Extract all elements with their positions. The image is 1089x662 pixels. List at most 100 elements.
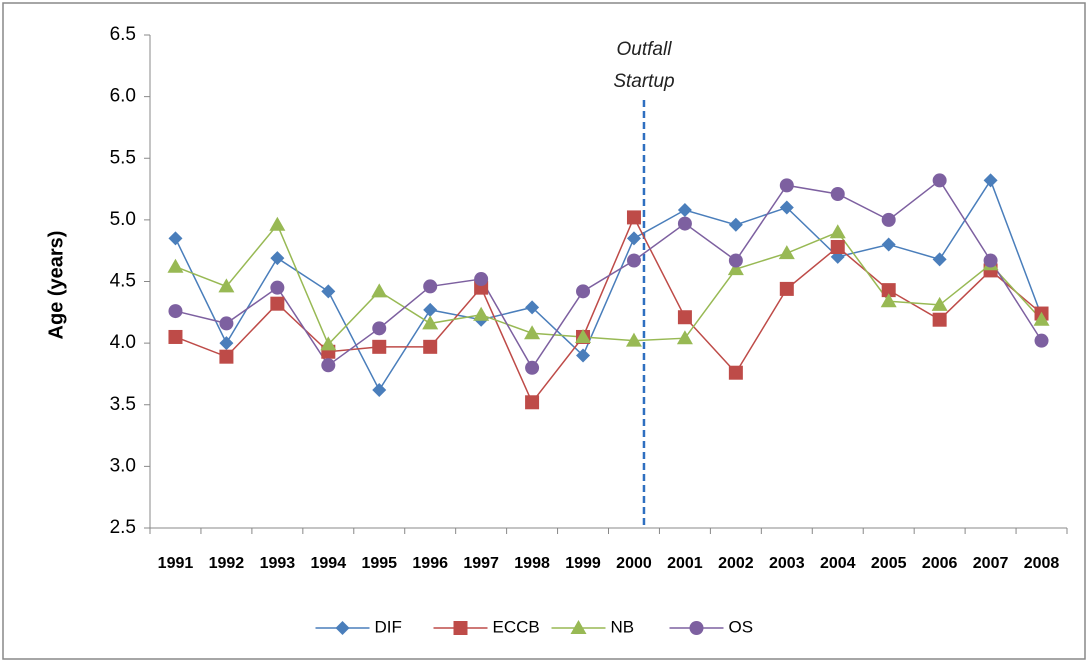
data-point bbox=[524, 325, 541, 340]
data-point bbox=[880, 293, 897, 308]
x-tick-label: 1991 bbox=[158, 555, 194, 572]
legend-marker bbox=[335, 621, 350, 635]
data-point bbox=[525, 395, 540, 410]
data-point bbox=[576, 348, 591, 363]
data-point bbox=[218, 278, 235, 293]
data-point bbox=[779, 281, 794, 296]
data-point bbox=[372, 321, 387, 336]
data-point bbox=[321, 284, 336, 299]
y-axis-label: Age (years) bbox=[45, 231, 67, 340]
y-tick-label: 6.0 bbox=[110, 86, 136, 107]
data-point bbox=[1034, 333, 1049, 348]
legend-label: NB bbox=[611, 617, 635, 636]
y-tick-label: 3.5 bbox=[110, 394, 136, 415]
legend-marker bbox=[689, 621, 704, 635]
data-point bbox=[270, 296, 285, 311]
data-point bbox=[881, 283, 896, 298]
data-point bbox=[168, 304, 183, 319]
data-point bbox=[676, 330, 693, 345]
series-line bbox=[175, 215, 1043, 404]
y-tick-label: 4.5 bbox=[110, 271, 136, 292]
series-line bbox=[174, 178, 1043, 392]
data-point bbox=[983, 253, 998, 268]
y-tick-label: 5.5 bbox=[110, 147, 136, 168]
x-tick-label: 2001 bbox=[667, 555, 703, 572]
x-tick-label: 2003 bbox=[769, 555, 805, 572]
x-tick-label: 2008 bbox=[1024, 555, 1060, 572]
data-point bbox=[1033, 311, 1050, 326]
y-tick-label: 4.0 bbox=[110, 332, 136, 353]
y-tick-label: 2.5 bbox=[110, 517, 136, 538]
x-tick-label: 2006 bbox=[922, 555, 958, 572]
x-tick-label: 2005 bbox=[871, 555, 907, 572]
data-point bbox=[474, 272, 489, 287]
series-line bbox=[175, 223, 1043, 346]
x-tick-label: 1995 bbox=[361, 555, 397, 572]
data-point bbox=[779, 200, 794, 215]
data-point bbox=[677, 310, 692, 325]
data-point bbox=[422, 315, 439, 330]
data-point bbox=[778, 245, 795, 260]
data-point bbox=[372, 382, 387, 397]
data-point bbox=[423, 279, 438, 294]
data-point bbox=[168, 329, 183, 344]
data-point bbox=[270, 280, 285, 295]
x-tick-label: 1992 bbox=[209, 555, 245, 572]
data-point bbox=[881, 212, 896, 227]
data-point bbox=[320, 336, 337, 351]
data-point bbox=[321, 358, 336, 373]
y-tick-label: 6.5 bbox=[110, 24, 136, 45]
data-point bbox=[932, 252, 947, 267]
x-tick-label: 1998 bbox=[514, 555, 550, 572]
annotation-text: Startup bbox=[613, 71, 674, 92]
data-point bbox=[931, 296, 948, 311]
data-point bbox=[525, 360, 540, 375]
data-point bbox=[728, 365, 743, 380]
data-point bbox=[830, 186, 845, 201]
x-tick-label: 1994 bbox=[311, 555, 347, 572]
data-point bbox=[881, 237, 896, 252]
data-point bbox=[983, 173, 998, 188]
data-point bbox=[423, 302, 438, 317]
x-tick-label: 2004 bbox=[820, 555, 856, 572]
x-tick-label: 1999 bbox=[565, 555, 601, 572]
data-point bbox=[576, 284, 591, 299]
data-point bbox=[219, 316, 234, 331]
x-tick-label: 2007 bbox=[973, 555, 1009, 572]
y-tick-label: 3.0 bbox=[110, 455, 136, 476]
data-point bbox=[219, 336, 234, 351]
legend-label: ECCB bbox=[493, 617, 540, 636]
data-point bbox=[525, 300, 540, 315]
legend-label: DIF bbox=[375, 617, 402, 636]
data-point bbox=[728, 217, 743, 232]
data-point bbox=[575, 328, 592, 343]
data-point bbox=[168, 231, 183, 246]
x-tick-label: 2002 bbox=[718, 555, 754, 572]
data-point bbox=[423, 339, 438, 354]
x-tick-label: 1997 bbox=[463, 555, 499, 572]
series-line bbox=[175, 179, 1043, 370]
legend-label: OS bbox=[729, 617, 754, 636]
data-point bbox=[932, 173, 947, 188]
data-point bbox=[626, 210, 641, 225]
x-tick-label: 1993 bbox=[260, 555, 296, 572]
y-tick-label: 5.0 bbox=[110, 209, 136, 230]
data-point bbox=[830, 239, 845, 254]
data-point bbox=[372, 339, 387, 354]
data-point bbox=[167, 258, 184, 273]
data-point bbox=[626, 231, 641, 246]
data-point bbox=[219, 349, 234, 364]
data-point bbox=[727, 261, 744, 276]
data-point bbox=[626, 253, 641, 268]
legend-marker bbox=[570, 620, 587, 634]
data-point bbox=[270, 251, 285, 266]
data-point bbox=[728, 253, 743, 268]
legend-marker bbox=[453, 621, 468, 635]
x-tick-label: 2000 bbox=[616, 555, 652, 572]
data-point bbox=[473, 306, 490, 321]
data-point bbox=[371, 283, 388, 298]
data-point bbox=[779, 178, 794, 193]
data-point bbox=[677, 216, 692, 231]
